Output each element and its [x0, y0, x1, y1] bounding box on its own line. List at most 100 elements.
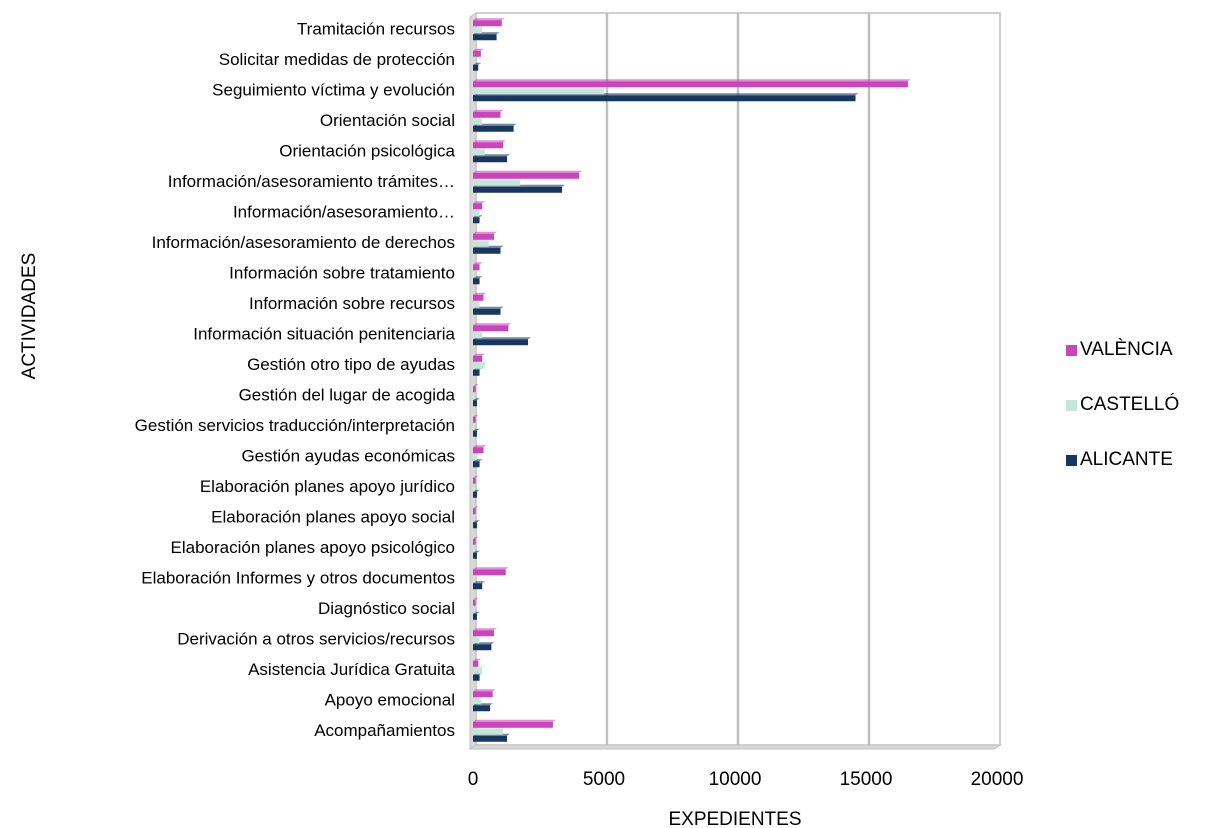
bar-top-face — [473, 79, 911, 82]
bar-face — [473, 644, 492, 651]
bar-face — [473, 705, 491, 712]
legend-swatch — [1066, 455, 1077, 466]
y-axis-title: ACTIVIDADES — [19, 253, 40, 380]
bar-face — [473, 264, 480, 271]
bar-face — [473, 339, 529, 346]
bar — [473, 353, 486, 362]
bar-face — [473, 88, 604, 95]
bar-face — [473, 369, 480, 376]
bar-face — [473, 95, 856, 102]
bar-face — [473, 461, 480, 468]
bar — [473, 231, 497, 240]
bar-face — [473, 613, 477, 620]
bar-top-face — [473, 628, 497, 631]
bar-face — [473, 637, 480, 644]
bar-face — [473, 735, 508, 742]
bar-top-face — [473, 262, 483, 265]
bar-face — [473, 294, 484, 301]
bar-face — [473, 538, 476, 545]
bar — [473, 292, 487, 301]
bar-face — [473, 172, 580, 179]
bar-top-face — [473, 719, 556, 722]
bar-top-face — [473, 604, 479, 607]
bar — [473, 93, 859, 102]
category-label: Acompañamientos — [314, 721, 455, 740]
bar-face — [473, 423, 476, 430]
bar-top-face — [473, 581, 486, 584]
bar-face — [473, 271, 476, 278]
bar-face — [473, 583, 483, 590]
category-label: Seguimiento víctima y evolución — [212, 80, 455, 99]
bar-face — [473, 660, 479, 667]
bar — [473, 32, 500, 41]
category-label: Tramitación recursos — [297, 19, 455, 38]
bar — [473, 398, 480, 407]
bar-face — [473, 217, 480, 224]
bar-top-face — [473, 520, 480, 523]
bar-face — [473, 508, 476, 515]
bar-top-face — [473, 475, 479, 478]
bars — [473, 18, 911, 742]
category-label: Apoyo emocional — [325, 690, 455, 709]
category-label: Información sobre tratamiento — [229, 263, 455, 282]
bar — [473, 184, 566, 193]
category-label: Orientación social — [320, 111, 455, 130]
bar-face — [473, 691, 493, 698]
bar-face — [473, 630, 494, 637]
bar — [473, 123, 517, 132]
bar-face — [473, 64, 479, 71]
bar — [473, 689, 496, 698]
bar-top-face — [473, 109, 504, 112]
bar-face — [473, 430, 477, 437]
bar — [473, 86, 607, 95]
bar — [473, 733, 511, 742]
x-tick-label: 20000 — [971, 769, 1024, 790]
bar-face — [473, 522, 477, 529]
bar-face — [473, 362, 485, 369]
bar-face — [473, 386, 476, 393]
plot-area — [468, 12, 1002, 750]
bar — [473, 726, 507, 735]
bar — [473, 604, 479, 613]
x-tick-labels: 0 5000 10000 15000 20000 — [468, 769, 1024, 790]
bar-top-face — [473, 550, 480, 553]
bar-face — [473, 125, 514, 132]
bar — [473, 201, 486, 210]
bar — [473, 445, 487, 454]
bar — [473, 611, 480, 620]
bar-face — [473, 156, 508, 163]
bar-top-face — [473, 414, 479, 417]
bar — [473, 48, 484, 57]
bar — [473, 567, 509, 576]
bar-top-face — [473, 170, 583, 173]
bar — [473, 414, 479, 423]
bar — [473, 597, 479, 606]
bar — [473, 581, 486, 590]
bar-face — [473, 179, 521, 186]
bar-face — [473, 447, 484, 454]
side-wall — [469, 12, 477, 750]
bar-top-face — [473, 62, 482, 65]
bar — [473, 536, 479, 545]
bar-face — [473, 491, 477, 498]
x-tick-label: 5000 — [583, 769, 625, 790]
bar-face — [473, 240, 489, 247]
bar-face — [473, 552, 477, 559]
bar — [473, 62, 482, 71]
legend-swatch — [1066, 400, 1077, 411]
category-label: Información/asesoramiento trámites… — [168, 172, 455, 191]
category-label: Orientación psicológica — [279, 141, 455, 160]
bar-face — [473, 416, 476, 423]
bar — [473, 642, 495, 651]
category-label: Diagnóstico social — [318, 599, 455, 618]
bar — [473, 719, 556, 728]
bar-top-face — [473, 306, 504, 309]
bar — [473, 489, 480, 498]
bar-face — [473, 142, 504, 149]
bar-face — [473, 233, 494, 240]
bar-top-face — [473, 201, 486, 204]
category-label: Información situación penitenciaria — [193, 324, 455, 343]
bar — [473, 475, 479, 484]
bar-face — [473, 721, 553, 728]
